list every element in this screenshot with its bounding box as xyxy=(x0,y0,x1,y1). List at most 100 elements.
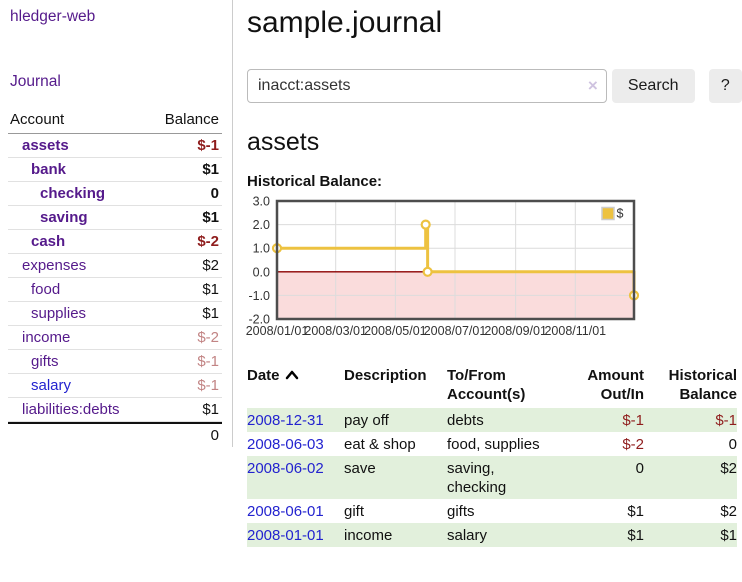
transaction-description: income xyxy=(344,527,393,544)
sidebar-item-journal[interactable]: Journal xyxy=(10,73,61,90)
transaction-amount: $1 xyxy=(627,527,644,544)
svg-text:2008/11/01: 2008/11/01 xyxy=(544,324,606,338)
account-balance: $2 xyxy=(202,257,219,274)
transaction-accounts: food, supplies xyxy=(447,436,540,453)
account-balance: 0 xyxy=(210,185,219,202)
column-header-accounts: To/From Account(s) xyxy=(447,367,526,403)
sort-asc-icon xyxy=(285,370,298,380)
transaction-balance: $2 xyxy=(720,503,737,520)
svg-text:$: $ xyxy=(617,207,624,221)
clear-search-icon[interactable]: × xyxy=(587,76,598,95)
account-link-checking[interactable]: checking xyxy=(40,185,106,202)
transaction-date-link[interactable]: 2008-12-31 xyxy=(247,412,324,429)
account-row: liabilities:debts $1 xyxy=(8,398,222,422)
transaction-accounts: saving, checking xyxy=(447,460,507,496)
account-link-income[interactable]: income xyxy=(22,329,71,346)
chart-title: Historical Balance: xyxy=(247,173,383,190)
app-title-link[interactable]: hledger-web xyxy=(10,8,96,25)
table-row: 2008-06-03 eat & shop food, supplies $-2… xyxy=(247,432,737,456)
account-link-supplies[interactable]: supplies xyxy=(31,305,87,322)
accounts-total-value: 0 xyxy=(210,426,219,444)
account-row: supplies $1 xyxy=(8,302,222,326)
account-link-assets[interactable]: assets xyxy=(22,137,69,154)
account-heading: assets xyxy=(247,128,320,156)
account-row: saving $1 xyxy=(8,206,222,230)
main-content: sample.journal × Search ? assets Histori… xyxy=(246,0,742,547)
account-balance: $-2 xyxy=(197,329,219,346)
accounts-table: Account Balance assets $-1 bank $1 check… xyxy=(8,107,222,446)
historical-balance-chart: 3.0 2.0 1.0 0.0 -1.0 -2.0 2008/01/01 2008/03/01… xyxy=(246,195,742,342)
table-row: 2008-06-01 gift gifts $1 $2 xyxy=(247,499,737,523)
transaction-date-link[interactable]: 2008-06-02 xyxy=(247,460,324,477)
account-link-gifts[interactable]: gifts xyxy=(31,353,59,370)
table-row: 2008-01-01 income salary $1 $1 xyxy=(247,523,737,547)
account-link-food[interactable]: food xyxy=(31,281,61,298)
column-header-balance: Historical Balance xyxy=(668,367,737,403)
account-link-expenses[interactable]: expenses xyxy=(22,257,87,274)
transaction-accounts: gifts xyxy=(447,503,475,520)
transaction-date-link[interactable]: 2008-06-01 xyxy=(247,503,324,520)
svg-text:2008/01/01: 2008/01/01 xyxy=(246,324,309,338)
account-link-bank[interactable]: bank xyxy=(31,161,67,178)
account-row: checking 0 xyxy=(8,182,222,206)
accounts-table-header: Account Balance xyxy=(8,107,222,134)
search-button[interactable]: Search xyxy=(611,69,695,103)
transaction-description: eat & shop xyxy=(344,436,416,453)
account-row: expenses $2 xyxy=(8,254,222,278)
transaction-description: save xyxy=(344,460,376,477)
account-row: income $-2 xyxy=(8,326,222,350)
transaction-date-link[interactable]: 2008-01-01 xyxy=(247,527,324,544)
transaction-balance: $2 xyxy=(720,460,737,477)
column-header-amount: Amount Out/In xyxy=(587,367,644,403)
table-row: 2008-06-02 save saving, checking 0 $2 xyxy=(247,456,737,499)
column-header-date[interactable]: Date xyxy=(247,363,344,408)
account-link-cash[interactable]: cash xyxy=(31,233,66,250)
table-row: 2008-12-31 pay off debts $-1 $-1 xyxy=(247,408,737,432)
svg-text:2008/05/01: 2008/05/01 xyxy=(364,324,427,338)
register-header-row: Date Description To/From Account(s) Amou… xyxy=(247,363,737,408)
account-balance: $-1 xyxy=(197,353,219,370)
sidebar: hledger-web Journal Account Balance asse… xyxy=(0,0,233,447)
svg-text:1.0: 1.0 xyxy=(253,242,270,256)
account-row: food $1 xyxy=(8,278,222,302)
search-form: × Search ? xyxy=(247,69,742,103)
account-link-salary[interactable]: salary xyxy=(31,377,72,394)
transaction-date-link[interactable]: 2008-06-03 xyxy=(247,436,324,453)
svg-text:3.0: 3.0 xyxy=(253,195,270,209)
transaction-amount: $-1 xyxy=(622,412,644,429)
help-button[interactable]: ? xyxy=(708,69,742,103)
account-row: bank $1 xyxy=(8,158,222,182)
account-row: salary $-1 xyxy=(8,374,222,398)
accounts-total-row: 0 xyxy=(8,422,222,446)
account-balance: $1 xyxy=(202,281,219,298)
svg-text:0.0: 0.0 xyxy=(253,265,270,279)
account-link-liabilities-debts[interactable]: liabilities:debts xyxy=(22,401,120,418)
account-balance: $1 xyxy=(202,401,219,418)
account-link-saving[interactable]: saving xyxy=(40,209,88,226)
account-balance: $-2 xyxy=(197,233,219,250)
transaction-amount: $1 xyxy=(627,503,644,520)
accounts-column-header: Account xyxy=(10,111,65,128)
register-table: Date Description To/From Account(s) Amou… xyxy=(247,363,737,547)
transaction-balance: 0 xyxy=(728,436,737,453)
account-balance: $1 xyxy=(202,209,219,226)
transaction-balance: $-1 xyxy=(715,412,737,429)
account-balance: $1 xyxy=(202,161,219,178)
balance-column-header: Balance xyxy=(164,111,219,128)
svg-text:2008/07/01: 2008/07/01 xyxy=(424,324,487,338)
account-balance: $1 xyxy=(202,305,219,322)
search-input[interactable] xyxy=(247,69,607,103)
page-title: sample.journal xyxy=(247,6,443,39)
svg-text:2.0: 2.0 xyxy=(253,218,270,232)
transaction-description: gift xyxy=(344,503,365,520)
account-row: assets $-1 xyxy=(8,134,222,158)
account-row: cash $-2 xyxy=(8,230,222,254)
transaction-amount: $-2 xyxy=(622,436,644,453)
transaction-accounts: debts xyxy=(447,412,484,429)
transaction-accounts: salary xyxy=(447,527,488,544)
chart-canvas: 3.0 2.0 1.0 0.0 -1.0 -2.02008/01/012008/03/01… xyxy=(246,195,640,338)
svg-text:2008/03/01: 2008/03/01 xyxy=(304,324,367,338)
account-row: gifts $-1 xyxy=(8,350,222,374)
transaction-amount: 0 xyxy=(635,460,644,477)
column-header-description: Description xyxy=(344,367,427,384)
